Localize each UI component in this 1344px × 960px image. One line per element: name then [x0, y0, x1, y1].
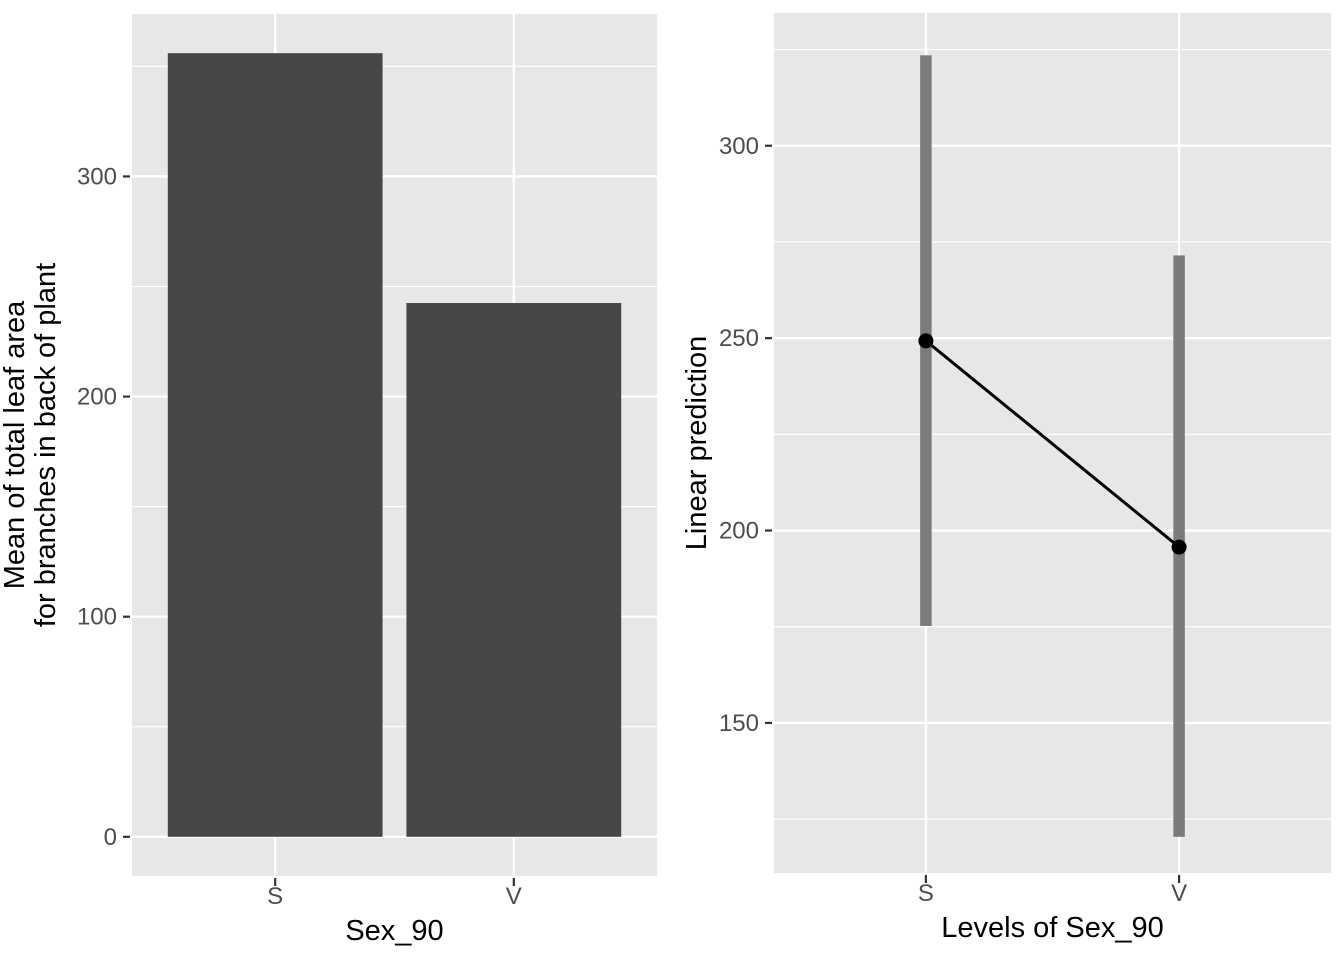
y-tick-label: 250: [719, 325, 759, 352]
x-axis-title: Sex_90: [345, 915, 443, 947]
point-S: [918, 333, 934, 349]
bar-V: [406, 303, 622, 837]
y-axis-title: Linear prediction: [681, 336, 713, 550]
y-tick-label: 200: [77, 384, 117, 411]
bar-S: [167, 53, 383, 837]
x-tick-label: S: [918, 880, 934, 907]
y-tick-label: 200: [719, 518, 759, 545]
x-axis-title: Levels of Sex_90: [941, 912, 1163, 944]
y-tick-label: 100: [77, 604, 117, 631]
y-tick-label: 300: [77, 163, 117, 190]
x-tick-label: V: [506, 883, 522, 910]
y-tick-label: 150: [719, 710, 759, 737]
x-tick-label: V: [1171, 880, 1187, 907]
y-tick-label: 0: [104, 824, 117, 851]
trend-line: [924, 339, 1181, 549]
point-V: [1171, 539, 1187, 555]
x-tick-label: S: [267, 883, 283, 910]
y-tick-label: 300: [719, 133, 759, 160]
y-axis-title: Mean of total leaf areafor branches in b…: [0, 263, 62, 627]
